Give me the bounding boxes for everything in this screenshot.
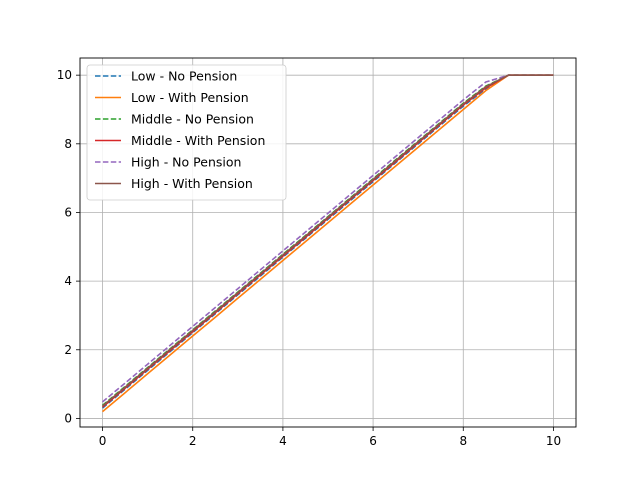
- legend-label: Middle - With Pension: [131, 133, 265, 148]
- legend: Low - No Pension Low - With Pension Middle…: [86, 64, 287, 201]
- legend-box: [86, 64, 287, 201]
- x-tick-label: 10: [546, 434, 561, 448]
- plot-frame: [79, 57, 577, 428]
- x-tick-label: 6: [369, 434, 377, 448]
- legend-label: Low - No Pension: [131, 69, 237, 84]
- y-tick-label: 6: [64, 205, 72, 219]
- series-layer: [101, 74, 554, 413]
- legend-label: High - No Pension: [131, 155, 241, 170]
- series-line-high-with-pension: [101, 74, 554, 407]
- y-tick-label: 8: [64, 137, 72, 151]
- legend-label: Middle - No Pension: [131, 112, 254, 127]
- legend-label: Low - With Pension: [131, 90, 249, 105]
- y-tick-label: 0: [64, 411, 72, 425]
- x-tick-label: 2: [189, 434, 197, 448]
- series-line-high-no-pension: [101, 74, 554, 403]
- y-tick-label: 10: [57, 68, 72, 82]
- x-tick-label: 0: [99, 434, 107, 448]
- y-axis-ticks: 0 2 4 6 8 10: [57, 68, 80, 425]
- y-tick-label: 2: [64, 343, 72, 357]
- y-tick-label: 4: [64, 274, 72, 288]
- x-tick-label: 4: [279, 434, 287, 448]
- x-tick-label: 8: [459, 434, 467, 448]
- x-axis-ticks: 0 2 4 6 8 10: [99, 427, 561, 448]
- series-line-low-with-pension: [101, 74, 554, 413]
- legend-label: High - With Pension: [131, 176, 253, 191]
